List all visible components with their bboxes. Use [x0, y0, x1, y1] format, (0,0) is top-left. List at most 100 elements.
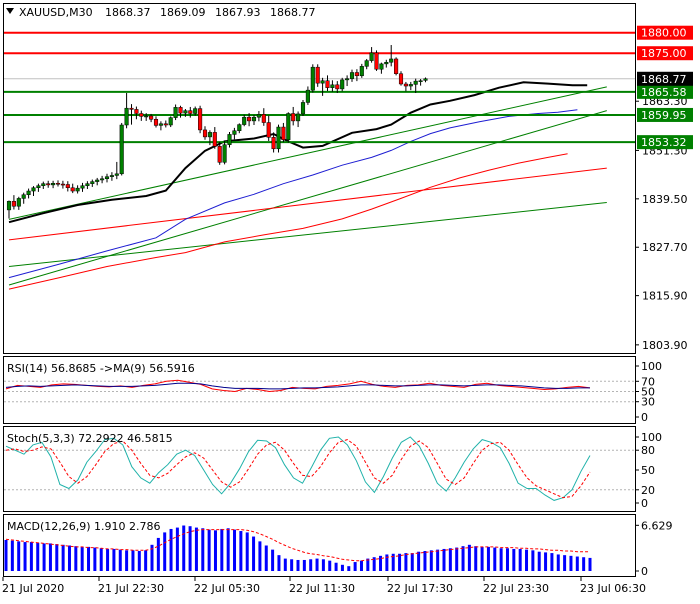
candle-bull	[114, 173, 119, 176]
macd-bar	[302, 559, 306, 571]
candle-bear	[271, 137, 276, 150]
macd-bar	[512, 548, 516, 571]
macd-bar	[334, 562, 338, 571]
candle-bull	[408, 84, 413, 87]
macd-bar	[417, 551, 421, 571]
candle-bull	[389, 58, 394, 63]
candle-bear	[354, 72, 359, 77]
candle-bull	[237, 124, 242, 131]
macd-pane-frame	[3, 514, 636, 577]
candle-bull	[85, 183, 90, 186]
candles	[6, 45, 428, 219]
macd-bar	[61, 544, 65, 571]
macd-bar	[531, 550, 535, 571]
candle-bear	[261, 114, 266, 123]
macd-bar	[87, 546, 91, 571]
candle-bull	[379, 63, 384, 70]
indicator-tick-label: 20	[641, 484, 655, 497]
candle-bull	[41, 183, 46, 186]
candle-bull	[16, 198, 21, 207]
current-price-tag	[637, 71, 693, 86]
macd-bar	[137, 551, 141, 571]
candle-bear	[325, 80, 330, 88]
ohlc-high: 1869.09	[160, 6, 206, 19]
candle-bear	[198, 108, 203, 131]
candle-bull	[109, 175, 114, 177]
candle-bull	[276, 126, 281, 150]
candle-bull	[364, 60, 369, 67]
price-pane	[4, 31, 635, 290]
macd-bar	[340, 564, 344, 571]
candle-bull	[340, 79, 345, 90]
macd-bar	[48, 543, 52, 571]
rsi-pane-frame	[3, 356, 636, 424]
candle-bear	[291, 113, 296, 122]
macd-bar	[156, 537, 160, 571]
candle-bull	[423, 78, 428, 81]
macd-bar	[461, 546, 465, 571]
symbol-dropdown-icon[interactable]	[6, 8, 14, 14]
candle-bull	[300, 102, 306, 115]
macd-bar	[175, 527, 179, 571]
candle-bull	[124, 107, 129, 126]
indicator-tick-label: 0	[641, 497, 648, 510]
candle-bull	[310, 66, 315, 91]
macd-bar	[582, 557, 586, 571]
candle-bull	[222, 144, 227, 163]
macd-bar	[226, 528, 230, 571]
macd-bar	[74, 546, 78, 571]
macd-bar	[106, 548, 110, 571]
price-level-tag	[637, 25, 693, 40]
indicator-tick-label: 0	[641, 411, 648, 424]
macd-bar	[309, 559, 313, 571]
macd-bar	[436, 549, 440, 571]
macd-bar	[42, 543, 46, 571]
macd-bar	[328, 560, 332, 571]
candle-bear	[281, 126, 286, 141]
candle-bull	[31, 187, 36, 192]
macd-bar	[569, 555, 573, 571]
candle-bull	[90, 181, 95, 184]
macd-signal-line	[5, 529, 590, 562]
macd-bar	[480, 546, 484, 571]
candle-bear	[134, 109, 139, 114]
candle-bull	[100, 178, 105, 181]
candle-bull	[296, 113, 301, 122]
candle-bear	[217, 146, 222, 163]
macd-bar	[505, 548, 509, 571]
macd-bar	[201, 528, 205, 571]
macd-bar	[29, 542, 33, 571]
horizontal-levels	[4, 31, 635, 144]
price-tick-label: 1803.90	[642, 339, 688, 352]
indicator-tick-label: 50	[641, 464, 655, 477]
candle-bull	[256, 114, 261, 118]
ohlc-close: 1868.77	[270, 6, 316, 19]
candle-bear	[60, 183, 65, 186]
candle-bear	[212, 132, 217, 147]
macd-tick-label: 0	[641, 565, 648, 578]
candle-bear	[315, 66, 320, 84]
candle-bull	[207, 132, 212, 138]
price-level-label: 1875.00	[641, 47, 687, 60]
time-tick-label: 22 Jul 23:30	[483, 582, 549, 595]
candle-bear	[374, 52, 379, 70]
candle-bull	[418, 80, 423, 82]
candle-bull	[21, 194, 26, 199]
candle-bull	[51, 182, 56, 186]
price-level-tag	[637, 135, 693, 150]
moving-average-line	[8, 153, 568, 290]
macd-bar	[4, 539, 8, 571]
current-price-label: 1868.77	[641, 73, 687, 86]
time-tick-label: 22 Jul 05:30	[194, 582, 260, 595]
macd-bar	[550, 553, 554, 571]
macd-bar	[347, 566, 351, 571]
price-level-label: 1853.32	[641, 136, 687, 149]
macd-bar	[544, 552, 548, 571]
macd-bar	[10, 540, 14, 571]
macd-bar	[556, 554, 560, 571]
candle-bear	[394, 58, 399, 74]
price-level-label: 1865.58	[641, 86, 687, 99]
macd-bar	[404, 553, 408, 571]
main-pane-frame	[3, 3, 636, 354]
